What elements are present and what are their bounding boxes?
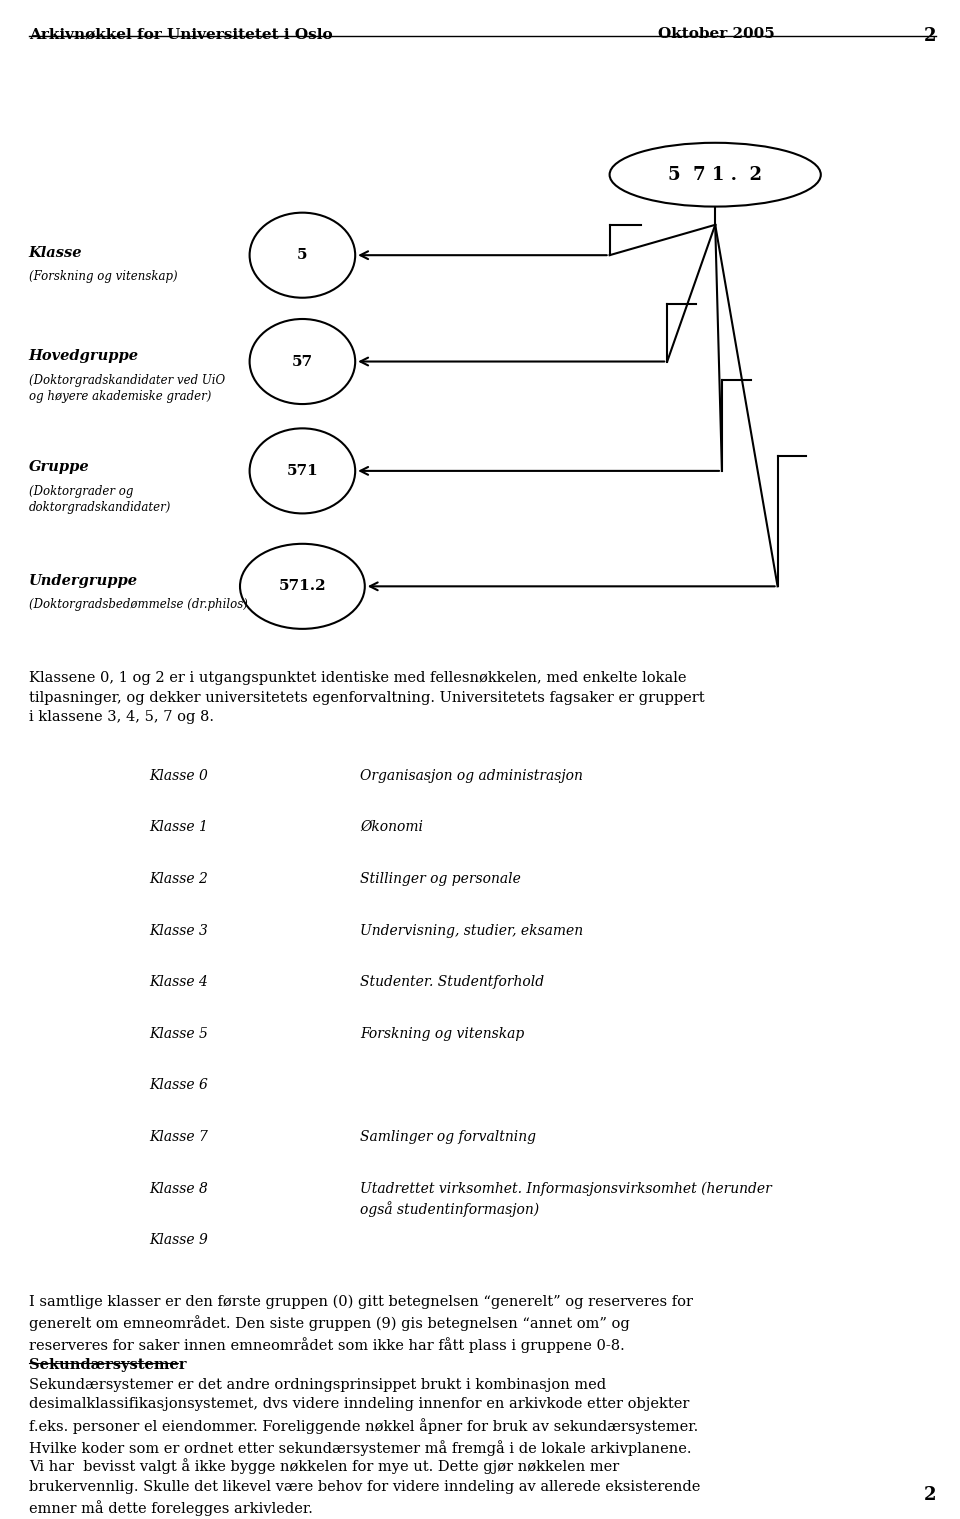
Text: (Forskning og vitenskap): (Forskning og vitenskap) — [29, 270, 178, 284]
Text: Klasse 1: Klasse 1 — [149, 820, 207, 834]
Text: (Doktorgrader og
doktorgradskandidater): (Doktorgrader og doktorgradskandidater) — [29, 485, 171, 513]
Text: Forskning og vitenskap: Forskning og vitenskap — [360, 1027, 524, 1041]
Text: Klasse 0: Klasse 0 — [149, 769, 207, 782]
Text: Stillinger og personale: Stillinger og personale — [360, 872, 521, 886]
Text: Gruppe: Gruppe — [29, 460, 89, 474]
Text: I samtlige klasser er den første gruppen (0) gitt betegnelsen “generelt” og rese: I samtlige klasser er den første gruppen… — [29, 1294, 693, 1353]
Text: Undervisning, studier, eksamen: Undervisning, studier, eksamen — [360, 924, 583, 937]
Text: Klasse 6: Klasse 6 — [149, 1078, 207, 1092]
Text: 2: 2 — [924, 1486, 936, 1504]
Text: 2: 2 — [924, 27, 936, 46]
Text: Klasse: Klasse — [29, 246, 83, 260]
Text: Organisasjon og administrasjon: Organisasjon og administrasjon — [360, 769, 583, 782]
Text: (Doktorgradsbedømmelse (dr.philos): (Doktorgradsbedømmelse (dr.philos) — [29, 598, 248, 612]
Text: Økonomi: Økonomi — [360, 820, 423, 834]
Text: Klassene 0, 1 og 2 er i utgangspunktet identiske med fellesnøkkelen, med enkelte: Klassene 0, 1 og 2 er i utgangspunktet i… — [29, 671, 705, 725]
Text: Sekundærsystemer er det andre ordningsprinsippet brukt i kombinasjon med
desimal: Sekundærsystemer er det andre ordningspr… — [29, 1378, 698, 1455]
Text: 571.2: 571.2 — [278, 579, 326, 594]
Text: Klasse 5: Klasse 5 — [149, 1027, 207, 1041]
Text: Arkivnøkkel for Universitetet i Oslo: Arkivnøkkel for Universitetet i Oslo — [29, 27, 332, 41]
Text: Utadrettet virksomhet. Informasjonsvirksomhet (herunder
også studentinformasjon): Utadrettet virksomhet. Informasjonsvirks… — [360, 1182, 772, 1217]
Text: 57: 57 — [292, 354, 313, 369]
Text: Samlinger og forvaltning: Samlinger og forvaltning — [360, 1130, 536, 1144]
Text: 5  7 1 .  2: 5 7 1 . 2 — [668, 166, 762, 184]
Text: Vi har  bevisst valgt å ikke bygge nøkkelen for mye ut. Dette gjør nøkkelen mer
: Vi har bevisst valgt å ikke bygge nøkkel… — [29, 1458, 700, 1516]
Text: Hovedgruppe: Hovedgruppe — [29, 349, 139, 363]
Text: (Doktorgradskandidater ved UiO
og høyere akademiske grader): (Doktorgradskandidater ved UiO og høyere… — [29, 374, 225, 403]
Text: 5: 5 — [298, 248, 307, 263]
Text: Klasse 4: Klasse 4 — [149, 975, 207, 989]
Text: Klasse 7: Klasse 7 — [149, 1130, 207, 1144]
Text: Klasse 9: Klasse 9 — [149, 1233, 207, 1247]
Text: 571: 571 — [286, 463, 319, 478]
Text: Klasse 2: Klasse 2 — [149, 872, 207, 886]
Text: Studenter. Studentforhold: Studenter. Studentforhold — [360, 975, 544, 989]
Text: Sekundærsystemer: Sekundærsystemer — [29, 1358, 186, 1372]
Text: Oktober 2005: Oktober 2005 — [658, 27, 775, 41]
Text: Klasse 3: Klasse 3 — [149, 924, 207, 937]
Text: Undergruppe: Undergruppe — [29, 574, 138, 588]
Text: Klasse 8: Klasse 8 — [149, 1182, 207, 1195]
